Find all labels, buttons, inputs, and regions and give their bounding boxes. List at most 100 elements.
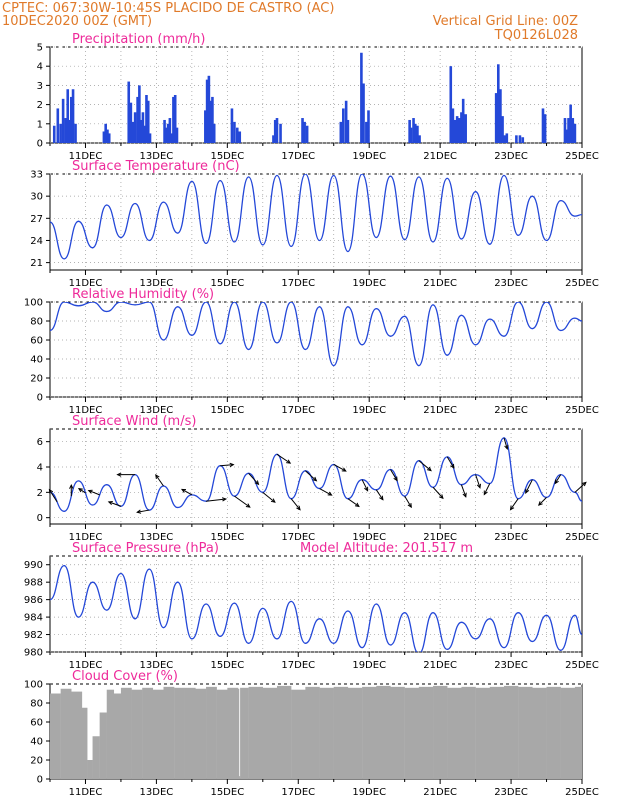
precip-bar <box>449 66 453 143</box>
precip-bar <box>408 119 411 143</box>
precip-bar <box>74 123 77 143</box>
precip-bar <box>505 133 509 143</box>
header-run-time: 10DEC2020 00Z (GMT) <box>2 14 152 29</box>
cloud-cover-column <box>195 688 207 779</box>
cloud-cover-xtick-label: 15DEC <box>210 787 244 798</box>
temperature-point <box>375 236 377 239</box>
humidity-point <box>134 304 136 306</box>
precip-bar <box>69 96 73 143</box>
wind-vector-head <box>581 481 587 487</box>
wind-frame <box>49 428 583 525</box>
wind-vector <box>390 469 398 481</box>
humidity-point <box>517 302 519 303</box>
precip-bar <box>460 112 463 143</box>
wind-vector <box>276 453 291 464</box>
cloud-cover-column <box>503 685 519 779</box>
temperature-point <box>134 202 136 205</box>
cloud-cover-ytick-label: 100 <box>24 680 43 691</box>
temperature-point <box>418 176 420 178</box>
wind-ytick-label: 4 <box>37 463 43 474</box>
humidity-point <box>560 329 562 332</box>
precip-bar <box>461 98 465 143</box>
wind-vector-head <box>245 503 251 508</box>
wind-xtick-label: 11DEC <box>69 532 103 543</box>
precipitation-ytick-label: 0 <box>37 139 43 150</box>
temperature-point <box>503 174 505 177</box>
temperature-point <box>162 201 165 203</box>
cloud-cover-column <box>184 687 196 779</box>
pressure-point <box>333 642 335 644</box>
humidity-title: Relative Humidity (%) <box>72 287 214 302</box>
temperature-xtick-label: 11DEC <box>69 278 103 289</box>
pressure-point <box>148 568 150 570</box>
temperature-xtick-label: 25DEC <box>565 278 599 289</box>
wind-vector <box>554 474 562 484</box>
cloud-cover-column <box>262 687 278 779</box>
precip-bar <box>235 127 239 143</box>
pressure-xtick-label: 11DEC <box>69 660 103 671</box>
temperature-point <box>262 244 264 246</box>
humidity-point <box>446 354 448 356</box>
wind-vector <box>510 498 519 510</box>
pressure-plot-area <box>50 564 582 652</box>
precip-bar <box>565 129 569 143</box>
humidity-point <box>148 302 150 303</box>
wind-vectors <box>48 437 587 514</box>
cloud-cover-xtick-label: 17DEC <box>281 787 315 798</box>
pressure-point <box>460 621 463 623</box>
humidity-ytick-label: 60 <box>30 336 43 347</box>
wind-xtick-label: 19DEC <box>352 532 386 543</box>
temperature-point <box>404 239 406 241</box>
humidity-point <box>361 344 363 346</box>
temperature-point <box>290 245 292 247</box>
pressure-point <box>361 647 363 649</box>
precip-bar <box>141 112 145 143</box>
temperature-point <box>91 247 94 249</box>
wind-vector-head <box>393 476 398 482</box>
pressure-ytick-label: 990 <box>24 560 43 571</box>
wind-vector <box>155 474 164 487</box>
humidity-xtick-label: 17DEC <box>281 405 315 416</box>
wind-vector <box>503 437 508 450</box>
precip-bar <box>175 127 179 143</box>
cloud-cover-column <box>319 687 334 779</box>
panel-temperature: 21 24 27 30 33 11DEC 13DEC 15DEC 17DEC 19DEC 21DEC… <box>30 159 599 289</box>
precip-bar <box>515 135 518 143</box>
cloud-cover-column <box>362 686 377 779</box>
pressure-series-line <box>50 564 582 652</box>
precipitation-ytick-label: 4 <box>37 62 43 73</box>
temperature-point <box>318 239 321 242</box>
pressure-point <box>191 638 193 640</box>
precip-bar <box>501 116 504 143</box>
wind-vector-head <box>554 479 559 485</box>
temperature-xtick-label: 13DEC <box>140 278 174 289</box>
humidity-point <box>574 317 576 319</box>
precip-bar <box>148 133 152 143</box>
humidity-frame <box>49 301 583 398</box>
cloud-cover-column <box>227 687 239 779</box>
cloud-cover-column <box>81 707 88 779</box>
temperature-point <box>219 180 221 182</box>
humidity-point <box>77 305 79 307</box>
precip-bar <box>518 135 522 143</box>
cloud-cover-column <box>532 687 547 779</box>
precip-bar <box>146 100 150 143</box>
precipitation-xtick-label: 19DEC <box>352 151 386 162</box>
cloud-cover-column <box>240 687 249 779</box>
precipitation-xtick-label: 17DEC <box>281 151 315 162</box>
precip-bar <box>418 135 421 143</box>
humidity-point <box>318 306 321 308</box>
cloud-cover-column <box>546 686 561 779</box>
precip-bar <box>360 52 363 143</box>
precip-bar <box>104 123 107 143</box>
precip-bar <box>362 83 365 143</box>
precip-bar <box>567 118 570 143</box>
cloud-cover-column <box>574 686 582 779</box>
wind-vector-head <box>180 488 187 493</box>
wind-vector-head <box>286 459 292 464</box>
cloud-cover-column <box>142 687 154 779</box>
precip-bar <box>230 108 234 143</box>
pressure-point <box>581 633 582 636</box>
cloud-cover-column <box>347 687 363 779</box>
precip-bar <box>496 64 500 143</box>
